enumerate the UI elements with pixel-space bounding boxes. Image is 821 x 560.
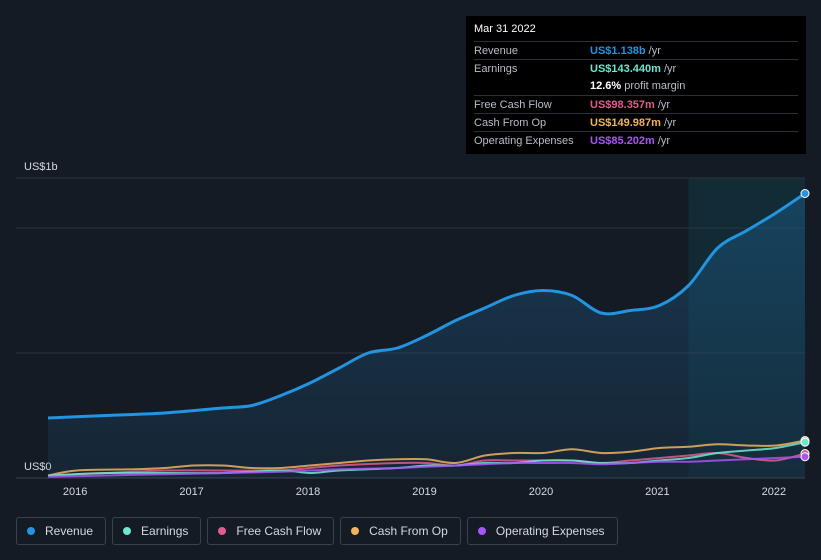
tooltip-unit: /yr (657, 135, 671, 148)
tooltip-value-revenue: US$1.138b (590, 44, 646, 57)
tooltip-row-cash-from-op: Cash From Op US$149.987m /yr (474, 114, 798, 133)
legend-dot-icon (218, 527, 227, 535)
legend-item-revenue[interactable]: Revenue (16, 517, 107, 545)
legend-item-free-cash-flow[interactable]: Free Cash Flow (207, 517, 335, 545)
legend-label: Cash From Op (369, 524, 448, 538)
x-tick-label: 2016 (63, 486, 87, 498)
x-tick-label: 2022 (762, 486, 786, 498)
series-endpoint-revenue (800, 189, 810, 198)
x-tick-label: 2018 (296, 486, 320, 498)
tooltip-date: Mar 31 2022 (474, 23, 798, 42)
tooltip-value-free-cash-flow: US$98.357m (590, 98, 655, 111)
tooltip-unit: /yr (663, 116, 677, 129)
x-tick-label: 2019 (412, 486, 436, 498)
legend-label: Revenue (45, 524, 94, 538)
series-endpoint-operating-expenses (800, 452, 810, 462)
tooltip-row-profit-margin: 12.6% profit margin (474, 78, 798, 96)
financial-line-chart: US$1b US$0 2016 2017 2018 2019 2020 2021 2022 (16, 161, 810, 498)
tooltip-unit: profit margin (624, 80, 686, 93)
tooltip-value-earnings: US$143.440m (590, 62, 661, 75)
tooltip-value-profit-margin: 12.6% (590, 80, 622, 93)
tooltip-unit: /yr (648, 44, 661, 57)
legend-dot-icon (27, 527, 35, 535)
legend-dot-icon (477, 527, 486, 535)
tooltip-value-operating-expenses: US$85.202m (590, 135, 655, 148)
legend-label: Earnings (141, 524, 189, 538)
tooltip-label: Cash From Op (474, 116, 547, 129)
legend-item-operating-expenses[interactable]: Operating Expenses (466, 517, 618, 545)
legend-label: Free Cash Flow (236, 524, 322, 538)
y-axis-label-bottom: US$0 (24, 461, 52, 473)
x-tick-label: 2021 (645, 486, 669, 498)
series-line-operating-expenses (47, 455, 806, 478)
tooltip-unit: /yr (657, 98, 671, 111)
tooltip-row-free-cash-flow: Free Cash Flow US$98.357m /yr (474, 96, 798, 115)
series-line-cash-from-op (47, 439, 806, 477)
legend-label: Operating Expenses (495, 524, 605, 538)
legend-item-earnings[interactable]: Earnings (112, 517, 202, 545)
y-axis-label-top: US$1b (24, 161, 58, 173)
legend-dot-icon (351, 527, 360, 535)
chart-legend: Revenue Earnings Free Cash Flow Cash Fro… (16, 517, 618, 545)
series-line-revenue (47, 192, 806, 420)
series-endpoint-earnings (800, 437, 810, 447)
tooltip-row-revenue: Revenue US$1.138b /yr (474, 42, 798, 61)
legend-dot-icon (123, 527, 132, 535)
tooltip-label: Earnings (474, 62, 518, 75)
x-tick-label: 2017 (179, 486, 203, 498)
tooltip-label: Revenue (474, 44, 519, 57)
tooltip-value-cash-from-op: US$149.987m (590, 116, 661, 129)
legend-item-cash-from-op[interactable]: Cash From Op (340, 517, 461, 545)
tooltip-label: Operating Expenses (474, 135, 574, 148)
tooltip-label: Free Cash Flow (474, 98, 552, 111)
tooltip-unit: /yr (663, 62, 677, 75)
x-tick-label: 2020 (529, 486, 553, 498)
tooltip-row-earnings: Earnings US$143.440m /yr (474, 60, 798, 77)
tooltip-row-operating-expenses: Operating Expenses US$85.202m /yr (474, 132, 798, 149)
data-tooltip: Mar 31 2022 Revenue US$1.138b /yr Earnin… (466, 16, 806, 154)
